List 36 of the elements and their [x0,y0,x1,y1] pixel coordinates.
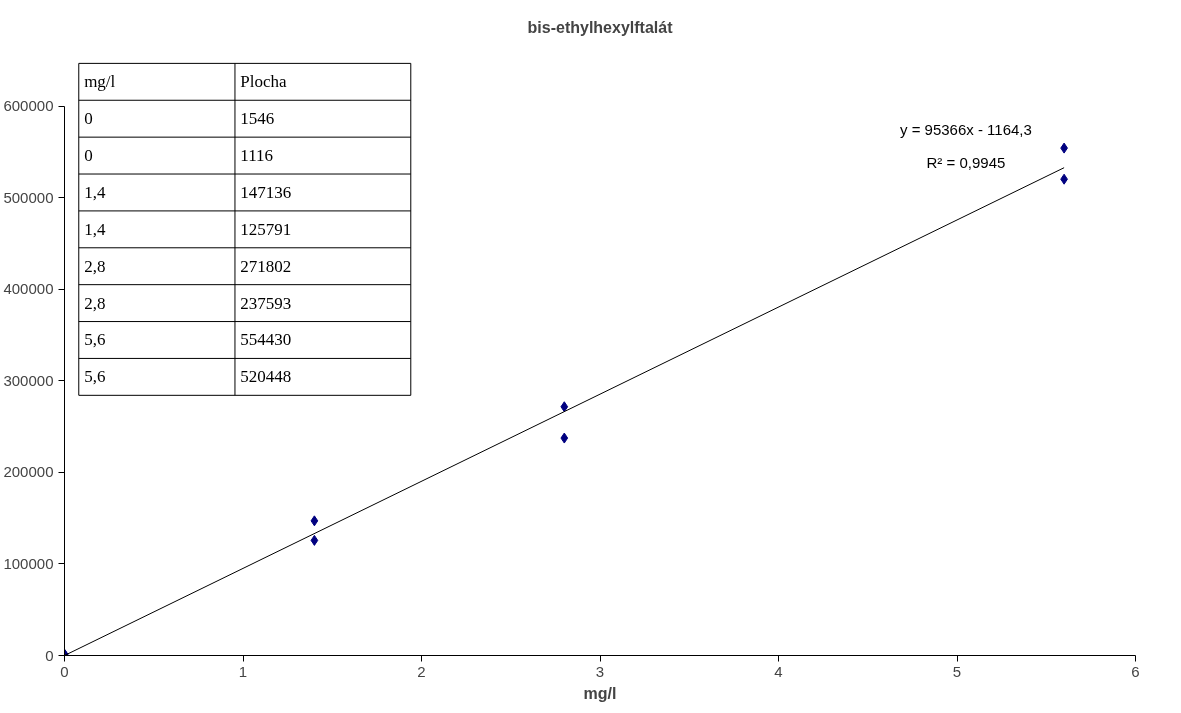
annotation: 1116 [240,146,274,166]
y-tick-label: 100000 [3,554,54,572]
y-tick-label: 600000 [3,97,54,115]
annotation: 2,8 [84,293,106,313]
annotation: 0 [84,146,93,166]
annotation: 5,6 [84,330,106,350]
x-tick-label: 3 [595,662,605,680]
annotation: 1546 [240,109,275,129]
y-tick-label: 300000 [3,371,54,389]
annotation: R² = 0,9945 [926,153,1006,171]
annotation: 5,6 [84,367,106,387]
annotation: 554430 [240,330,292,350]
annotation: 2,8 [84,256,106,276]
annotation: 1,4 [84,182,106,202]
annotation: 520448 [240,367,292,387]
annotation: 147136 [240,182,292,202]
y-tick-label: 500000 [3,188,54,206]
annotation: 237593 [240,293,292,313]
x-tick-label: 2 [417,662,426,680]
annotation: 1,4 [84,219,106,239]
chart-title: bis-ethylhexylftalát [527,18,674,36]
x-tick-label: 6 [1131,662,1140,680]
annotation: y = 95366x - 1164,3 [899,120,1032,138]
annotation: 0 [84,109,93,129]
annotation: 125791 [240,219,292,239]
x-axis-title: mg/l [583,684,617,702]
text: mg/l [84,72,116,92]
y-tick-label: 200000 [3,463,54,481]
annotation: 271802 [240,256,292,276]
x-tick-label: 4 [774,662,783,680]
y-tick-label: 0 [45,646,54,664]
x-tick-label: 5 [952,662,962,680]
y-tick-label: 400000 [3,280,54,298]
x-tick-label: 1 [238,662,248,680]
text: Plocha [240,72,288,92]
x-tick-label: 0 [60,662,69,680]
